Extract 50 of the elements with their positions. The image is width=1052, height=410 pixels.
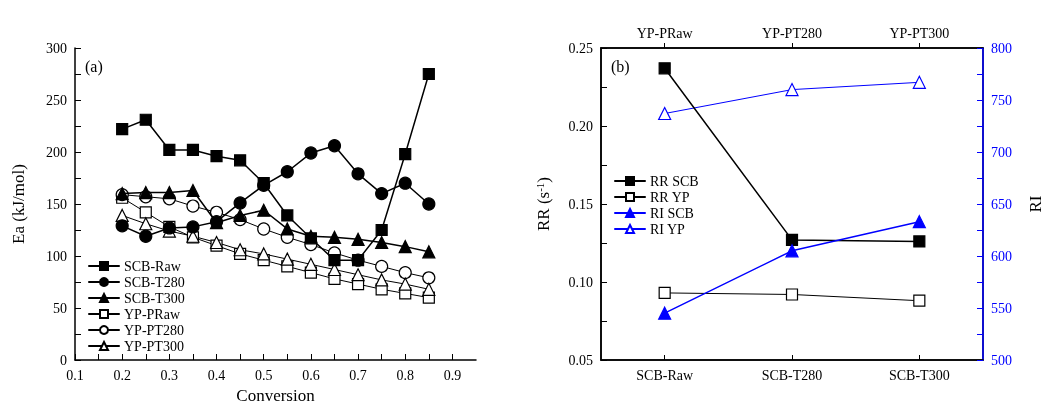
legend-label: YP-PT300	[124, 338, 184, 354]
x-tick-label: 0.8	[396, 367, 414, 383]
y-tick-label: 0.05	[568, 352, 593, 368]
legend-label: RI SCB	[650, 205, 694, 221]
y-tick-label: 0.25	[568, 40, 593, 56]
annotation: (a)	[85, 57, 103, 76]
y-tick-label: 50	[53, 300, 67, 316]
y-tick-label: 0.15	[568, 196, 593, 212]
y2-axis-title: RI	[1026, 195, 1045, 213]
x-tick-label: 0.4	[207, 367, 226, 383]
y2-tick-label: 750	[991, 92, 1012, 108]
legend-label: YP-PRaw	[124, 306, 181, 322]
legend-label: RI YP	[650, 221, 686, 237]
x-tick-label: SCB-T300	[888, 367, 950, 383]
y-axis-title: Ea (kJ/mol)	[9, 164, 28, 244]
x-tick-label: SCB-T280	[761, 367, 823, 383]
x-tick-label: SCB-Raw	[636, 367, 694, 383]
y-tick-label: 300	[46, 40, 67, 56]
x-tick-label: 0.5	[254, 367, 273, 383]
y-tick-label: 0	[60, 352, 67, 368]
y2-tick-label: 600	[991, 248, 1012, 264]
y2-tick-label: 650	[991, 196, 1012, 212]
y2-tick-label: 700	[991, 144, 1012, 160]
legend-label: SCB-Raw	[124, 258, 182, 274]
y-tick-label: 100	[46, 248, 67, 264]
y2-tick-label: 550	[991, 300, 1012, 316]
legend-label: SCB-T280	[124, 274, 185, 290]
x-axis-title: Conversion	[236, 385, 316, 405]
x-tick-label: 0.2	[113, 367, 131, 383]
y-tick-label: 0.20	[568, 118, 593, 134]
y-tick-label: 250	[46, 92, 67, 108]
x-tick-label: 0.7	[349, 367, 367, 383]
annotation: (b)	[611, 57, 630, 76]
y-tick-label: 150	[46, 196, 67, 212]
x-tick-label: 0.9	[443, 367, 462, 383]
x-tick-label: 0.6	[302, 367, 320, 383]
text: YP-PRaw	[636, 25, 694, 41]
y-tick-label: 0.10	[568, 274, 593, 290]
text: YP-PT300	[889, 25, 950, 41]
x-tick-label: 0.3	[160, 367, 179, 383]
legend-label: YP-PT280	[124, 322, 184, 338]
y-axis-title: RR (s-1)	[533, 176, 553, 232]
y2-tick-label: 800	[991, 40, 1012, 56]
legend-label: SCB-T300	[124, 290, 185, 306]
legend-label: RR YP	[650, 189, 690, 205]
y2-tick-label: 500	[991, 352, 1012, 368]
legend-label: RR SCB	[650, 173, 699, 189]
text: YP-PT280	[762, 25, 822, 41]
x-tick-label: 0.1	[66, 367, 84, 383]
y-tick-label: 200	[46, 144, 67, 160]
